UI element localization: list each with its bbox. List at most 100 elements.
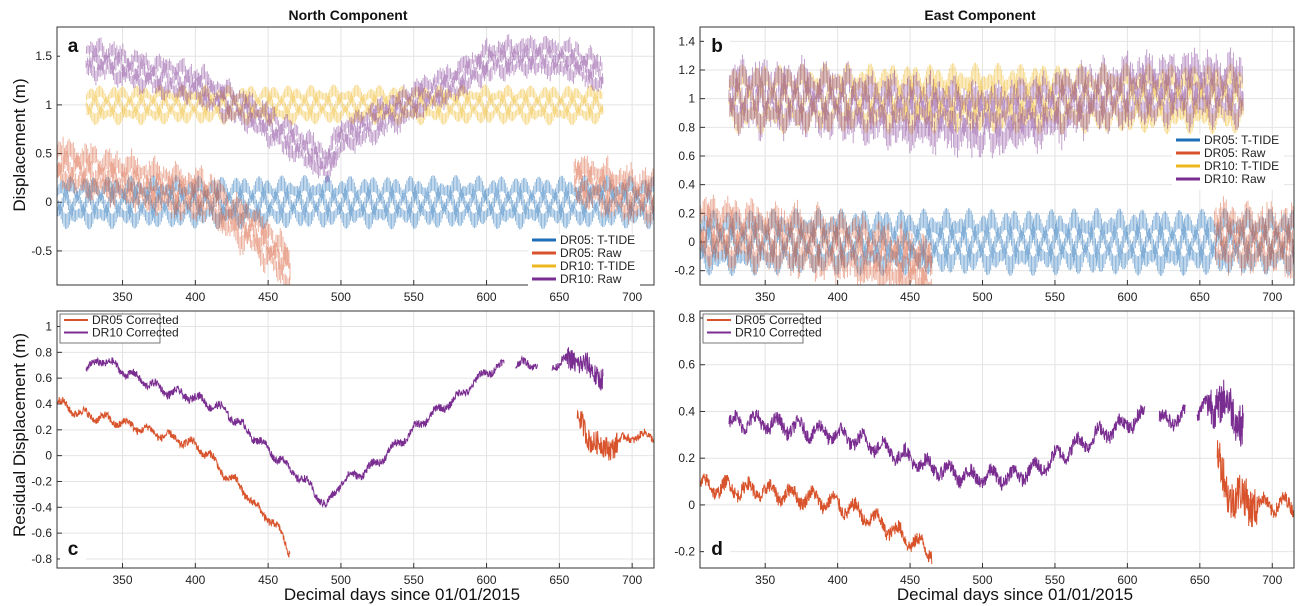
y-tick-label: 1.2 [678,63,695,77]
panel-letter: b [711,36,723,57]
y-tick-label: -0.2 [674,545,695,559]
x-tick-label: 350 [755,290,775,304]
y-tick-label: 1 [45,319,52,333]
axes-frame [56,310,655,569]
series-dr05-corrected-line [57,396,654,558]
x-tick-label: 450 [900,573,920,587]
legend-entry: DR05 Corrected [735,313,822,327]
legend-entry: DR10 Corrected [92,326,179,340]
y-tick-label: 0 [688,235,695,249]
y-tick-label: 0.6 [678,358,695,372]
x-tick-label: 450 [900,290,920,304]
x-tick-label: 350 [113,573,133,587]
series-dr05-raw-line [700,194,1294,285]
axes-frame [56,26,655,286]
x-tick-label: 650 [1190,290,1210,304]
x-tick-label: 650 [1190,573,1210,587]
axes-frame [699,26,1295,286]
series-dr05-raw [57,136,654,285]
x-tick-label: 550 [404,290,424,304]
y-tick-label: -0.4 [31,500,52,514]
x-tick-label: 400 [185,573,205,587]
axes-frame [699,310,1295,569]
series-dr10-corrected-line [85,347,604,509]
panel-letter-box [60,535,86,562]
x-tick-label: 450 [258,573,278,587]
x-tick-label: 600 [477,573,497,587]
x-tick-label: 600 [477,290,497,304]
y-tick-label: 1.4 [678,34,695,48]
x-tick-label: 500 [972,290,992,304]
series-dr10-t-tide-line [85,84,604,126]
x-tick-label: 400 [185,290,205,304]
x-tick-label: 650 [549,573,569,587]
plot-area [700,311,1294,568]
panel-letter: a [68,36,79,57]
y-tick-label: 0.2 [678,206,695,220]
series-dr10-raw [85,34,604,184]
legend-box [1172,134,1284,190]
panel-letter-box [704,535,730,562]
y-tick-label: 1 [45,98,52,112]
legend-entry: DR05: T-TIDE [1204,133,1279,147]
series-dr10-raw-line [728,47,1244,159]
y-tick-label: 0.4 [678,178,695,192]
legend-entry: DR10: Raw [1204,172,1266,186]
series-group [57,34,654,285]
y-tick-label: -0.2 [31,474,52,488]
x-tick-label: 650 [549,290,569,304]
y-tick-label: 0.6 [678,149,695,163]
series-dr10-corrected-line [728,379,1244,491]
legend-box [702,313,804,344]
x-tick-label: 550 [404,573,424,587]
y-tick-label: -0.5 [31,244,52,258]
series-dr10-raw-line [85,34,604,184]
panel-d-east-residual: 350 400 450 500 550 600 650 700 -0.2 0 0.2 0.4 0.6 0.… [674,310,1295,587]
panel-letter: d [711,539,723,560]
y-tick-label: -0.2 [674,264,695,278]
x-tick-label: 350 [755,573,775,587]
x-tick-label: 500 [331,290,351,304]
x-tick-label: 400 [828,290,848,304]
series-group [700,47,1294,285]
y-tick-label: 0.4 [678,404,695,418]
legend-entry: DR05 Corrected [92,313,179,327]
top-y-axis-label: Displacement (m) [10,78,29,211]
series-dr10-corrected [85,347,604,509]
y-tick-label: -0.8 [31,552,52,566]
x-tick-label: 500 [331,573,351,587]
x-tick-label: 550 [1045,573,1065,587]
y-tick-label: 0 [45,449,52,463]
y-tick-label: 0.8 [678,120,695,134]
series-dr05-corrected-line [700,440,1294,565]
legend-entry: DR05: Raw [560,246,622,260]
x-tick-label: 400 [828,573,848,587]
series-dr10-t-tide [85,84,604,126]
legend-entry: DR05: T-TIDE [560,233,635,247]
y-tick-label: -0.6 [31,526,52,540]
legend-box [59,313,161,344]
legend-entry: DR05: Raw [1204,146,1266,160]
x-tick-label: 700 [622,573,642,587]
series-group [57,347,654,558]
y-tick-label: 0.2 [678,451,695,465]
series-dr05-corrected [700,440,1294,565]
east-component-title: East Component [924,7,1036,23]
series-group [700,379,1294,565]
legend-entry: DR10 Corrected [735,326,822,340]
y-tick-label: 0 [45,195,52,209]
x-tick-label: 600 [1117,573,1137,587]
y-tick-label: 0.8 [678,311,695,325]
x-tick-label: 450 [258,290,278,304]
panel-letter-box [60,32,86,59]
panel-c-north-residual: 350 400 450 500 550 600 650 700 -0.8 -0.6 -0.4 -0.2… [31,310,655,587]
x-tick-label: 350 [113,290,133,304]
series-dr10-corrected [728,379,1244,491]
legend-box [528,234,640,290]
series-dr05-raw [700,194,1294,285]
